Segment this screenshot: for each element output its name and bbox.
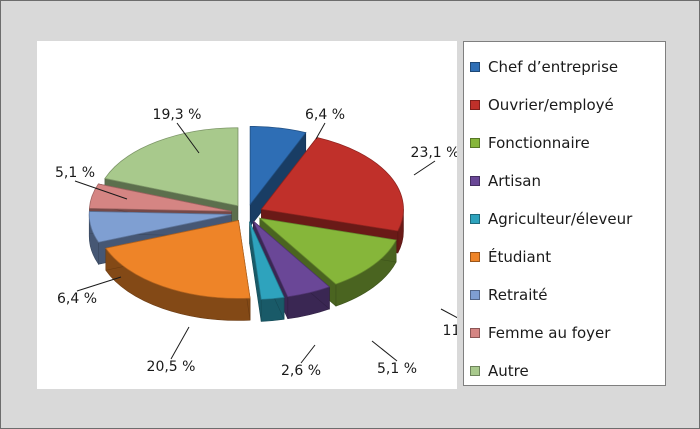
pie-slice [252,220,331,298]
legend-swatch [470,214,480,224]
leader-line [300,344,316,364]
legend-item: Artisan [470,162,665,200]
legend-label: Agriculteur/éleveur [488,210,633,228]
data-label: 5,1 % [377,361,417,377]
data-label: 6,4 % [57,291,97,307]
legend-label: Retraité [488,286,548,304]
data-label: 19,3 % [153,107,202,123]
leader-line [440,308,457,319]
pie-slice [260,137,404,232]
data-label: 23,1 % [411,145,457,161]
legend-item: Autre [470,352,665,390]
legend-item: Chef d’entreprise [470,48,665,86]
legend-label: Autre [488,362,529,380]
plot-area: 6,4 % 23,1 % 11,5 % 5,1 % 2,6 % 20,5 % 6,4 % 5,… [37,41,457,389]
legend-label: Artisan [488,172,541,190]
leader-line [413,160,436,176]
legend-swatch [470,366,480,376]
legend-item: Ouvrier/employé [470,86,665,124]
legend-item: Retraité [470,276,665,314]
legend-item: Fonctionnaire [470,124,665,162]
pie-slice [104,127,239,207]
legend-item: Femme au foyer [470,314,665,352]
leader-line [315,122,326,140]
pie-slice [105,219,251,299]
leader-line [170,326,190,360]
pie-chart: 6,4 % 23,1 % 11,5 % 5,1 % 2,6 % 20,5 % 6,4 % 5,… [55,107,457,379]
data-label: 2,6 % [281,363,321,379]
pie-slice [88,183,232,212]
data-label: 20,5 % [147,359,196,375]
data-label: 6,4 % [305,107,345,123]
data-label: 11,5 % [443,323,457,339]
legend-swatch [470,328,480,338]
legend-label: Femme au foyer [488,324,611,342]
legend-label: Fonctionnaire [488,134,590,152]
pie-slice [249,221,285,300]
data-label: 5,1 % [55,165,95,181]
leader-line [176,122,200,154]
legend-label: Étudiant [488,248,552,266]
pie-slice [258,217,397,285]
legend-label: Ouvrier/employé [488,96,614,114]
legend-swatch [470,252,480,262]
pie-slice [88,211,232,243]
legend-swatch [470,290,480,300]
legend-swatch [470,176,480,186]
legend: Chef d’entreprise Ouvrier/employé Fonction… [463,41,666,386]
legend-swatch [470,138,480,148]
leader-line [371,340,398,362]
legend-item: Agriculteur/éleveur [470,200,665,238]
legend-swatch [470,100,480,110]
legend-item: Étudiant [470,238,665,276]
legend-label: Chef d’entreprise [488,58,619,76]
legend-swatch [470,62,480,72]
leader-line [74,180,128,200]
leader-line [76,276,122,292]
pie-slice [249,125,307,206]
